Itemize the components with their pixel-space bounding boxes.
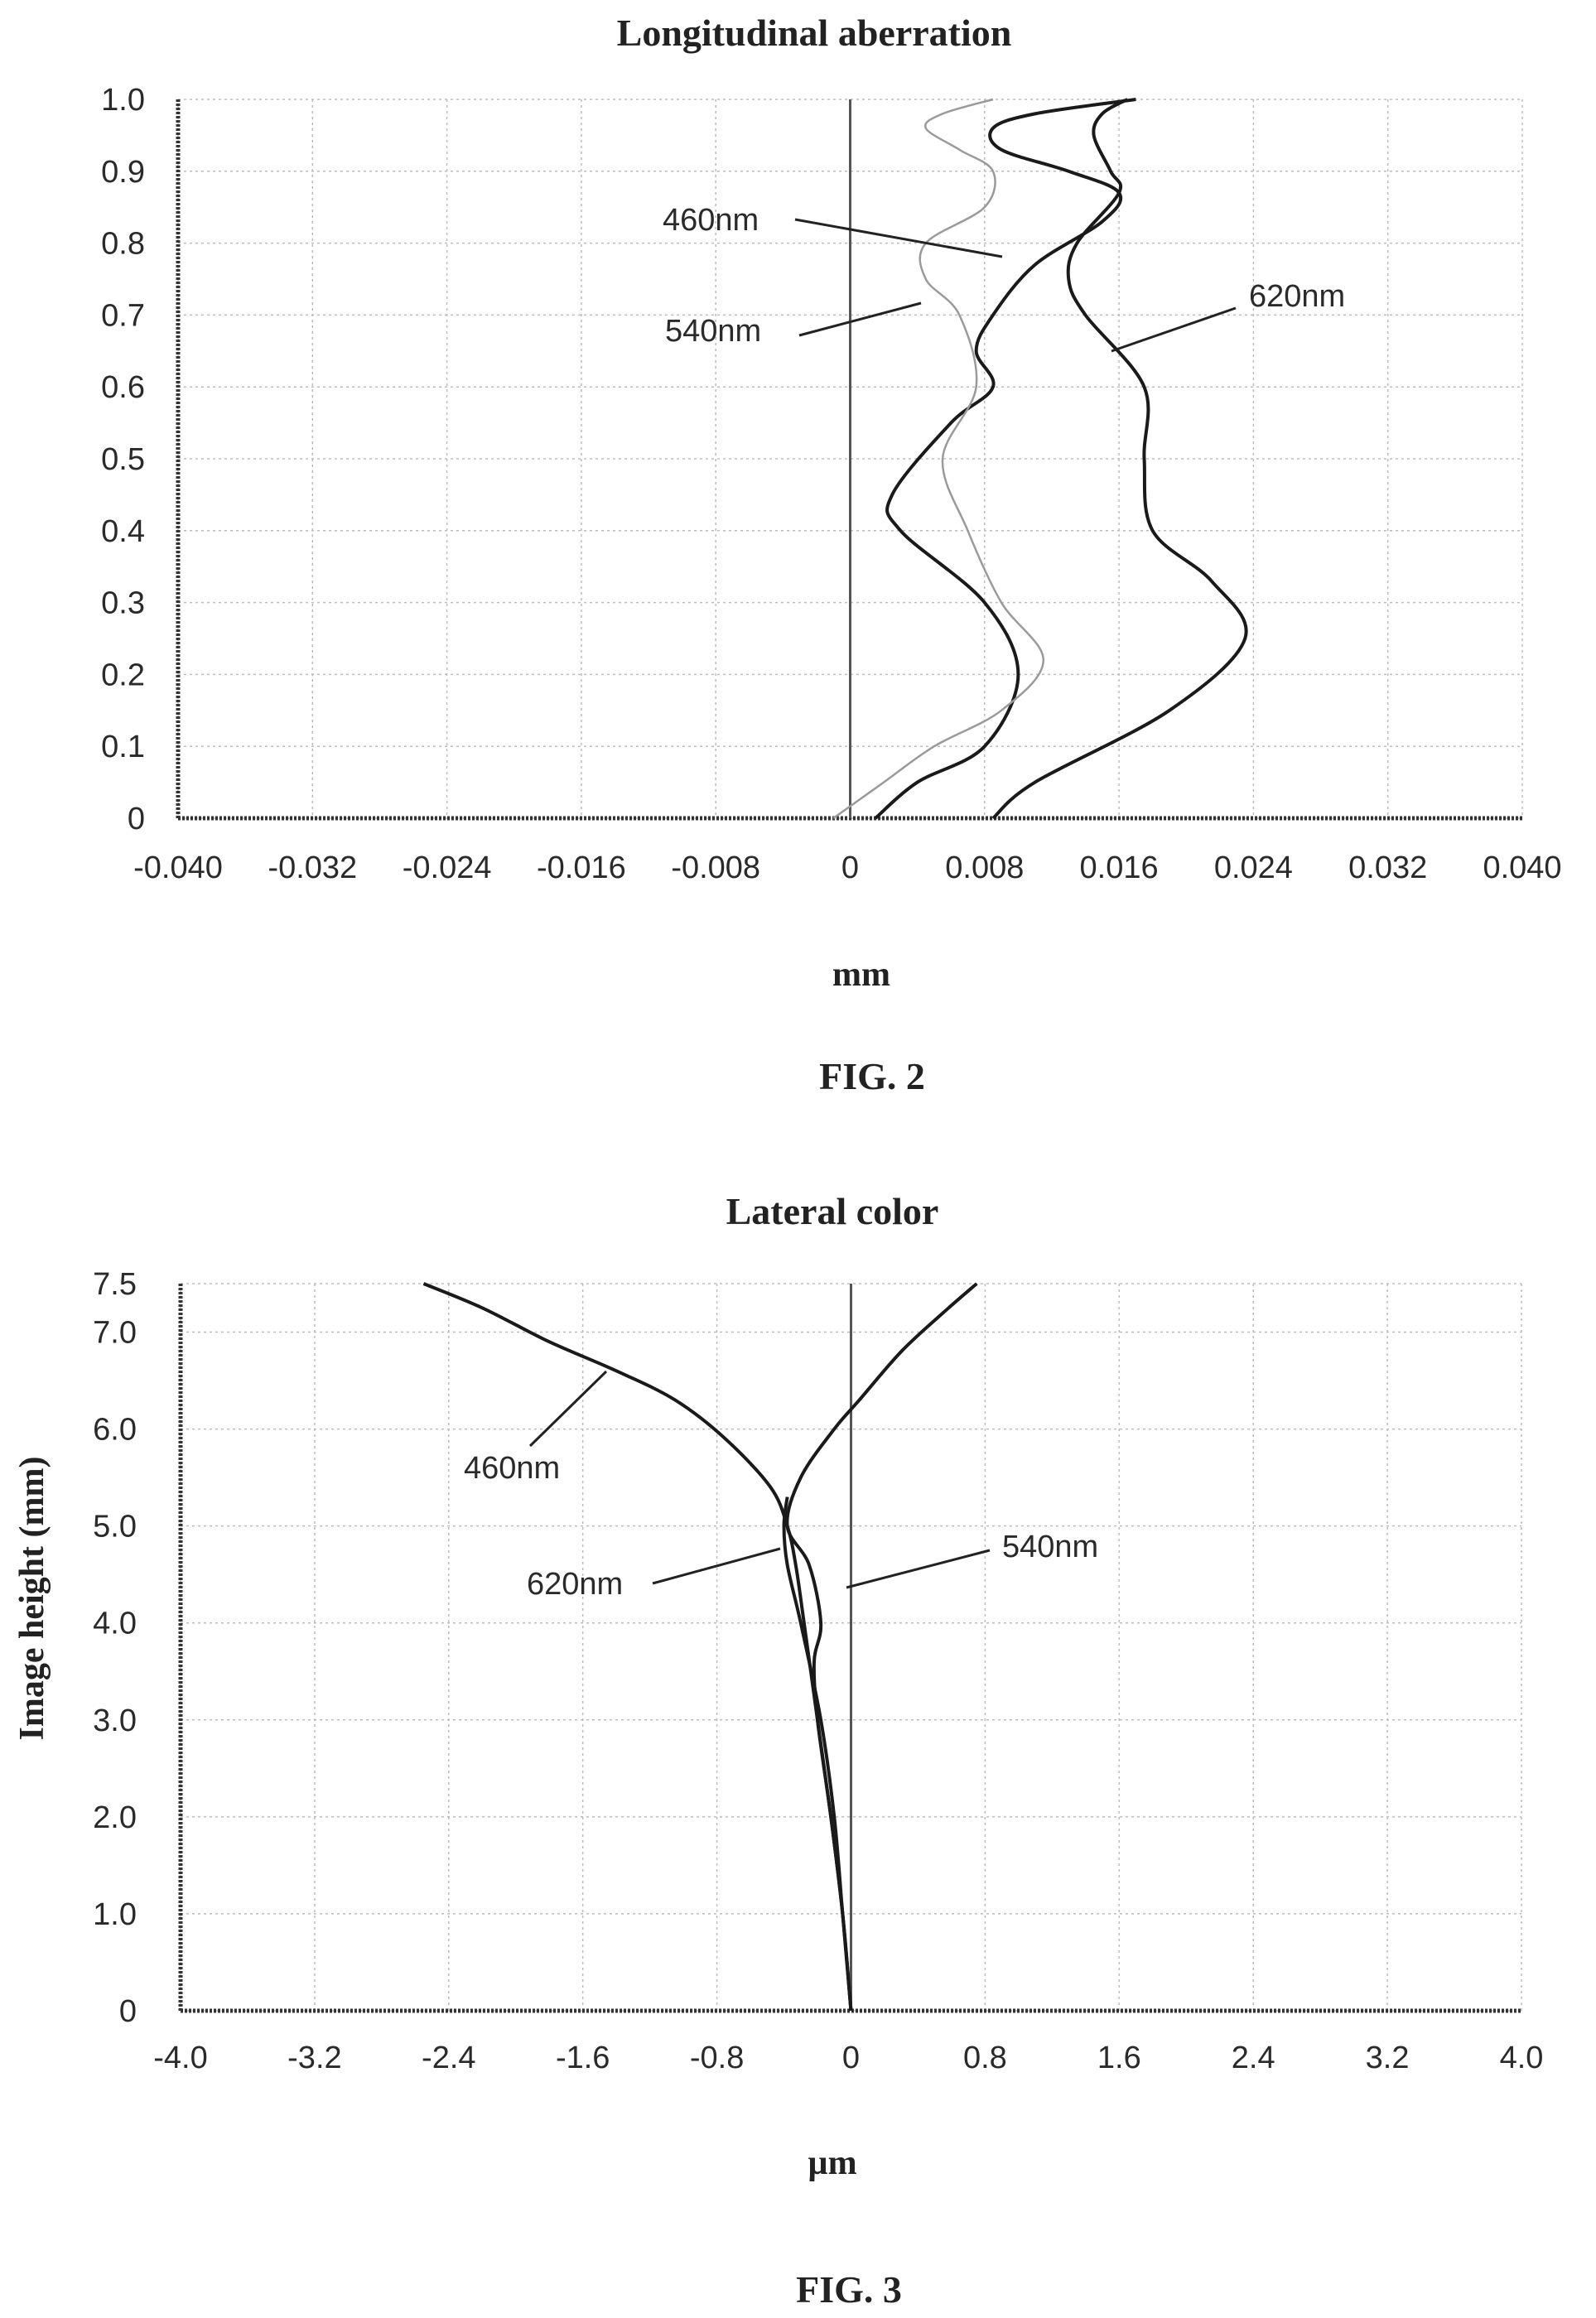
x-tick-label: -2.4 [422, 2041, 475, 2075]
x-tick-label: -1.6 [556, 2041, 610, 2075]
y-tick-label: 0 [119, 1994, 137, 2029]
leader-620nm [652, 1547, 781, 1585]
x-tick-label: 0.040 [1483, 851, 1561, 885]
y-tick-label: 5.0 [93, 1510, 137, 1545]
x-axis-title: µm [808, 2144, 856, 2182]
callout-460nm: 460nm [464, 1451, 560, 1486]
figure-caption: FIG. 2 [819, 1055, 925, 1097]
leader-460nm [794, 218, 1003, 258]
y-tick-label: 0.4 [101, 514, 145, 549]
callout-540nm: 540nm [1002, 1530, 1098, 1564]
series-line-620nm [782, 1496, 853, 2012]
y-tick-label: 4.0 [93, 1607, 137, 1641]
x-tick-label: 0.032 [1348, 851, 1427, 885]
y-axis-title: Image height (mm) [13, 1457, 51, 1741]
x-tick-labels: -0.040 -0.032 -0.024 -0.016 -0.008 0 0.008 0.01… [133, 851, 1561, 885]
chart-title: Longitudinal aberration [617, 12, 1012, 54]
y-tick-label: 2.0 [93, 1800, 137, 1835]
y-tick-label: 1.0 [101, 83, 145, 118]
y-tick-label: 0.7 [101, 298, 145, 333]
x-tick-label: 2.4 [1232, 2041, 1275, 2075]
y-tick-label: 0.5 [101, 442, 145, 477]
x-tick-label: -0.016 [537, 851, 626, 885]
x-tick-label: -3.2 [287, 2041, 341, 2075]
y-tick-labels: 0 0.1 0.2 0.3 0.4 0.5 0.6 0.7 0.8 0.9 1.0 [101, 83, 145, 836]
callout-540nm: 540nm [665, 314, 761, 349]
leader-540nm [798, 301, 922, 337]
x-axis-title: mm [832, 956, 890, 994]
leader-460nm [528, 1370, 608, 1448]
series-line-540nm [832, 98, 1045, 820]
x-tick-label: 4.0 [1500, 2041, 1544, 2075]
y-tick-label: 0.3 [101, 586, 145, 621]
x-tick-label: 0 [841, 851, 859, 885]
grid [177, 99, 1523, 819]
y-tick-label: 0.6 [101, 370, 145, 405]
axes [178, 1284, 1521, 2013]
x-tick-label: 0.024 [1214, 851, 1293, 885]
x-tick-label: -4.0 [153, 2041, 207, 2075]
y-tick-label: 0.1 [101, 730, 145, 764]
series-lines [422, 1282, 978, 2012]
x-tick-label: 0.008 [945, 851, 1024, 885]
x-tick-label: 3.2 [1366, 2041, 1410, 2075]
y-tick-label: 1.0 [93, 1897, 137, 1932]
y-tick-label: 0.9 [101, 155, 145, 190]
y-tick-label: 0.8 [101, 227, 145, 262]
x-tick-label: -0.008 [671, 851, 760, 885]
series-lines [832, 98, 1248, 820]
figure-caption: FIG. 3 [796, 2268, 902, 2311]
x-tick-label: -0.024 [403, 851, 492, 885]
y-tick-label: 7.5 [93, 1267, 137, 1302]
y-tick-label: 6.0 [93, 1413, 137, 1448]
chart-title: Lateral color [726, 1190, 939, 1232]
series-line-460nm [874, 98, 1136, 820]
axes [176, 99, 1522, 821]
x-tick-label: -0.040 [133, 851, 223, 885]
y-tick-label: 0.2 [101, 658, 145, 692]
x-tick-label: 0.8 [963, 2041, 1007, 2075]
y-tick-labels: 0 1.0 2.0 3.0 4.0 5.0 6.0 7.0 7.5 [93, 1267, 137, 2029]
x-tick-label: -0.032 [268, 851, 357, 885]
series-line-540nm [785, 1282, 978, 2012]
series-line-460nm [422, 1282, 853, 2012]
y-tick-label: 0 [128, 802, 145, 836]
leader-620nm [1111, 306, 1237, 353]
x-tick-label: -0.8 [690, 2041, 744, 2075]
y-tick-label: 7.0 [93, 1316, 137, 1351]
callout-620nm: 620nm [1249, 279, 1345, 314]
x-tick-label: 1.6 [1097, 2041, 1141, 2075]
lateral-color-chart: Lateral color Image height (mm) -4.0 -3.2… [13, 1190, 1543, 2311]
x-tick-label: 0.016 [1080, 851, 1159, 885]
callout-460nm: 460nm [663, 203, 759, 238]
longitudinal-aberration-chart: Longitudinal aberration -0.040 -0.032 -0.0… [101, 12, 1561, 1097]
x-tick-label: 0 [842, 2041, 860, 2075]
leader-540nm [846, 1549, 991, 1589]
x-tick-labels: -4.0 -3.2 -2.4 -1.6 -0.8 0 0.8 1.6 2.4 3.2 4.0 [153, 2041, 1543, 2075]
callout-620nm: 620nm [527, 1567, 623, 1602]
y-tick-label: 3.0 [93, 1704, 137, 1738]
series-line-620nm [991, 98, 1248, 820]
